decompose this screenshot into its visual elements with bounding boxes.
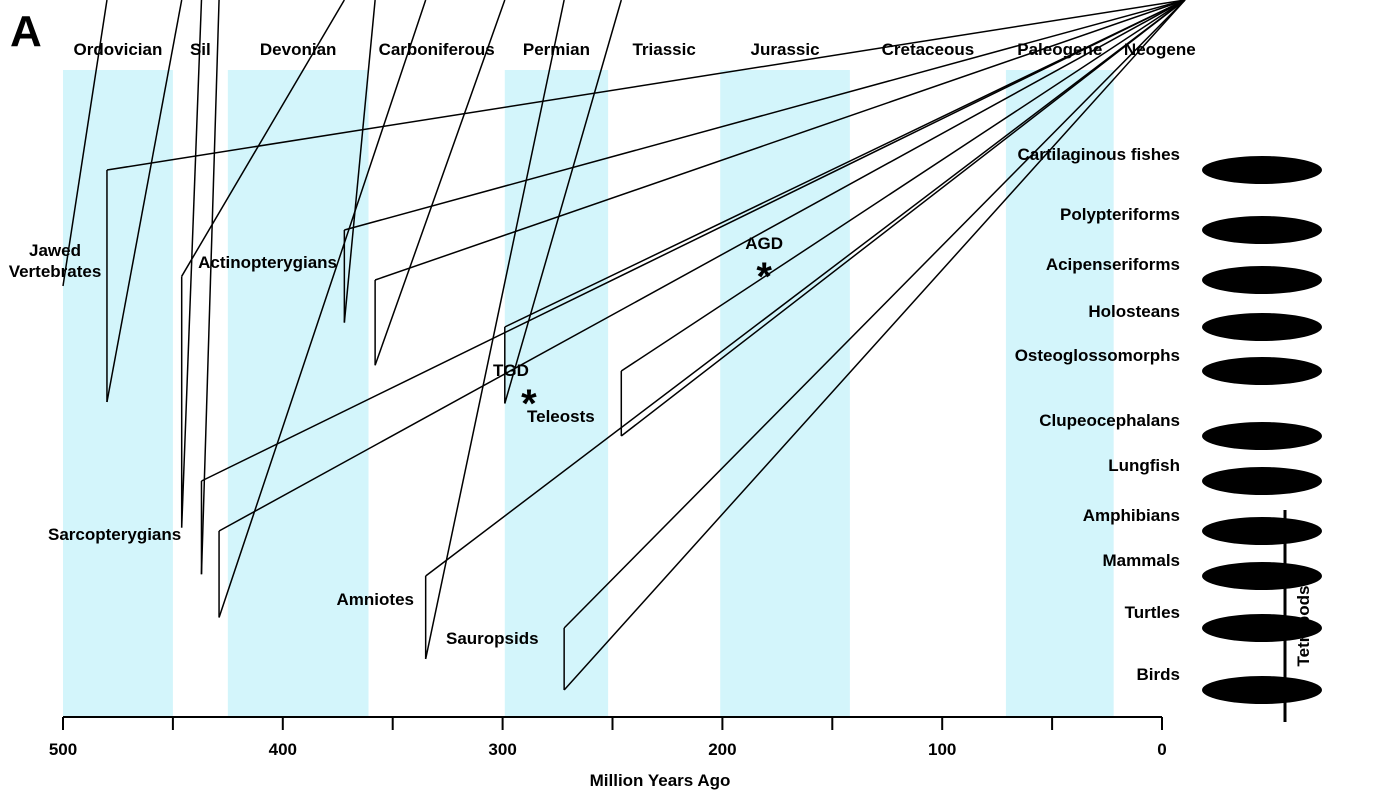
branch	[504, 0, 1186, 328]
branch	[563, 0, 1186, 629]
silhouette	[1202, 676, 1322, 704]
clade-label: Sauropsids	[446, 629, 539, 648]
clade-label: Actinopterygians	[198, 253, 337, 272]
branch	[106, 0, 1186, 171]
event-label: AGD	[745, 234, 783, 253]
clade-label: Teleosts	[527, 407, 595, 426]
clade-label: Sarcopterygians	[48, 525, 181, 544]
branch	[374, 0, 1186, 281]
event-marker: *	[521, 382, 537, 426]
period-band	[227, 70, 369, 717]
branch	[425, 0, 1186, 577]
branch	[563, 0, 1186, 691]
branch	[620, 0, 1186, 437]
silhouette	[1202, 216, 1322, 244]
silhouette	[1202, 156, 1322, 184]
period-label: Devonian	[260, 40, 337, 59]
tick-label: 200	[708, 740, 736, 759]
period-label: Triassic	[632, 40, 695, 59]
branch	[424, 0, 565, 660]
period-band	[1005, 70, 1114, 717]
period-band	[504, 70, 609, 717]
period-label: Carboniferous	[379, 40, 495, 59]
branch	[620, 0, 1186, 372]
root-label: Jawed Vertebrates	[9, 241, 102, 281]
period-label: Permian	[523, 40, 590, 59]
branch	[200, 0, 220, 575]
clade-label: Amniotes	[337, 590, 414, 609]
leaf-label: Lungfish	[1108, 456, 1180, 475]
leaf-label: Birds	[1137, 665, 1180, 684]
leaf-label: Turtles	[1125, 603, 1180, 622]
branch	[344, 0, 1186, 231]
silhouette	[1202, 467, 1322, 495]
branch	[181, 0, 345, 277]
tick-label: 400	[269, 740, 297, 759]
branch	[201, 0, 1186, 482]
period-label: Sil	[190, 40, 211, 59]
event-label: TGD	[493, 361, 529, 380]
branch	[374, 0, 506, 366]
period-band	[720, 70, 850, 717]
period-label: Paleogene	[1017, 40, 1102, 59]
tick-label: 300	[488, 740, 516, 759]
branch	[218, 0, 427, 618]
leaf-label: Clupeocephalans	[1039, 411, 1180, 430]
period-label: Cretaceous	[882, 40, 975, 59]
period-label: Ordovician	[74, 40, 163, 59]
branch	[504, 0, 623, 404]
branch	[343, 0, 376, 323]
leaf-label: Mammals	[1103, 551, 1180, 570]
silhouette	[1202, 357, 1322, 385]
leaf-label: Holosteans	[1088, 302, 1180, 321]
period-band	[63, 70, 173, 717]
silhouette	[1202, 517, 1322, 545]
panel-label: A	[10, 7, 42, 56]
silhouette	[1202, 266, 1322, 294]
event-marker: *	[756, 255, 772, 299]
period-label: Neogene	[1124, 40, 1196, 59]
tick-label: 0	[1157, 740, 1166, 759]
silhouette	[1202, 614, 1322, 642]
silhouette	[1202, 422, 1322, 450]
axis-label: Million Years Ago	[590, 771, 731, 790]
leaf-label: Amphibians	[1083, 506, 1180, 525]
silhouette	[1202, 562, 1322, 590]
silhouette	[1202, 313, 1322, 341]
leaf-label: Cartilaginous fishes	[1018, 145, 1180, 164]
period-label: Jurassic	[751, 40, 820, 59]
leaf-label: Polypteriforms	[1060, 205, 1180, 224]
tick-label: 500	[49, 740, 77, 759]
leaf-label: Osteoglossomorphs	[1015, 346, 1180, 365]
branch	[106, 0, 183, 403]
branch	[218, 0, 1186, 532]
tick-label: 100	[928, 740, 956, 759]
leaf-label: Acipenseriforms	[1046, 255, 1180, 274]
branch	[62, 0, 108, 287]
branch	[180, 0, 203, 528]
